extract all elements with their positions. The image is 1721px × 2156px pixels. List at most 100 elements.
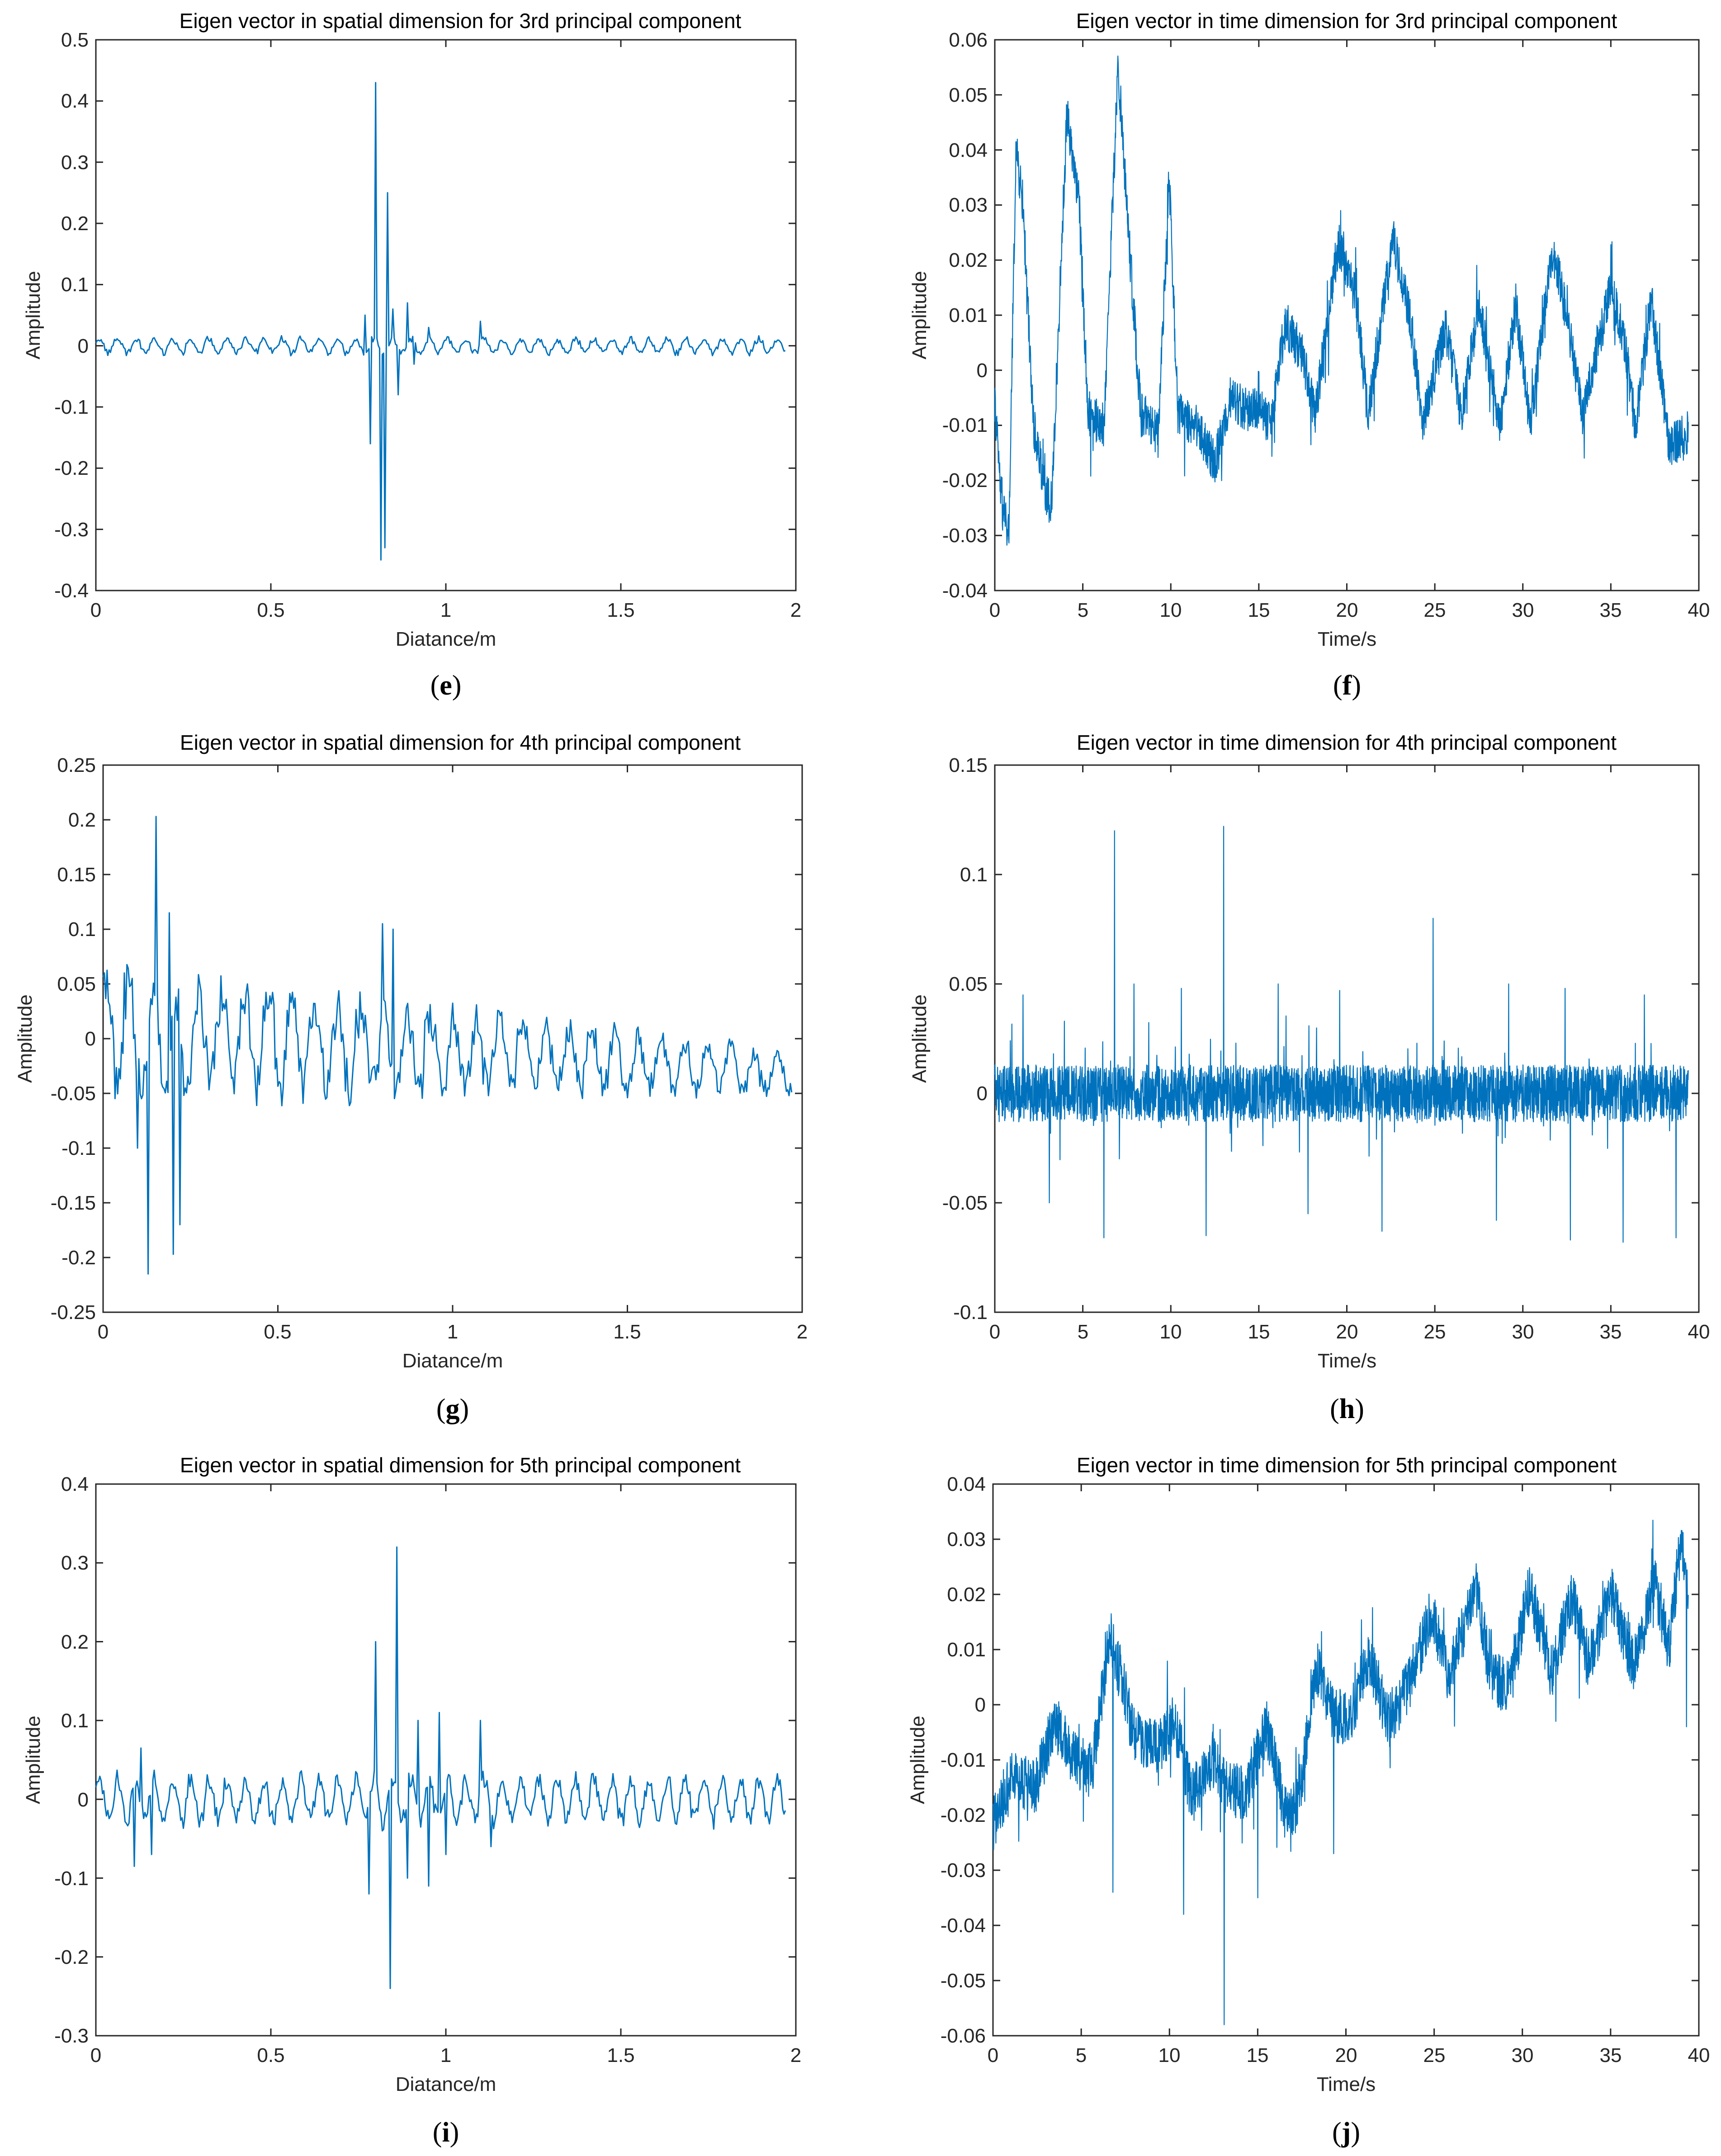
panel-g-y-tick-label: 0.2 xyxy=(68,809,96,831)
panel-i-x-tick-label: 1 xyxy=(440,2044,451,2066)
panel-f-y-tick-label: 0 xyxy=(977,359,988,382)
panel-h-x-axis-label: Time/s xyxy=(1318,1350,1376,1372)
panel-g-y-tick-label: 0.15 xyxy=(57,864,96,886)
panel-j-x-tick-label: 10 xyxy=(1158,2044,1181,2066)
panel-j-x-tick-label: 15 xyxy=(1247,2044,1269,2066)
panel-j-series-line xyxy=(992,1519,1689,2025)
panel-e-caption: (e) xyxy=(430,670,462,701)
panel-e-x-ticks: 0 0.5 1 1.5 2 xyxy=(90,599,801,621)
panel-h-y-tick-label: 0.05 xyxy=(949,973,988,995)
panel-j-caption: (j) xyxy=(1332,2117,1360,2148)
panel-e: Eigen vector in spatial dimension for 3r… xyxy=(22,9,801,701)
panel-i-x-tick-label: 1.5 xyxy=(607,2044,634,2066)
panel-j-y-tick-label: -0.02 xyxy=(941,1804,986,1826)
panel-i-x-ticks: 0 0.5 1 1.5 2 xyxy=(90,2044,801,2066)
panel-g-x-tick-label: 0 xyxy=(98,1321,109,1343)
panel-i-y-tick-label: 0.3 xyxy=(61,1552,89,1574)
panel-h-axes xyxy=(994,764,1700,1313)
panel-g-caption: (g) xyxy=(436,1394,469,1424)
panel-j-y-tick-label: 0.02 xyxy=(947,1584,986,1606)
panel-f: Eigen vector in time dimension for 3rd p… xyxy=(908,9,1710,701)
panel-e-x-axis-label: Diatance/m xyxy=(396,628,496,650)
panel-f-x-tick-label: 25 xyxy=(1424,599,1446,621)
panel-e-y-tick-label: -0.1 xyxy=(54,396,89,418)
panel-f-axes xyxy=(994,39,1700,591)
panel-j-y-tick-label: 0.03 xyxy=(947,1528,986,1551)
panel-f-x-tick-label: 0 xyxy=(989,599,1000,621)
panel-h-y-ticks: -0.1 -0.05 0 0.05 0.1 0.15 xyxy=(942,754,988,1324)
panel-g-x-tick-label: 2 xyxy=(797,1321,808,1343)
panel-g-axes xyxy=(102,764,803,1313)
panel-j-y-tick-label: 0 xyxy=(975,1694,986,1716)
panel-f-title: Eigen vector in time dimension for 3rd p… xyxy=(1076,9,1617,33)
panel-i-y-tick-label: 0.1 xyxy=(61,1710,89,1732)
panel-j-x-tick-label: 25 xyxy=(1423,2044,1446,2066)
panel-f-y-tick-label: 0.03 xyxy=(949,194,988,216)
panel-e-x-tick-label: 1 xyxy=(440,599,451,621)
panel-e-y-tick-label: 0.3 xyxy=(61,151,89,174)
panel-g-title: Eigen vector in spatial dimension for 4t… xyxy=(180,731,741,754)
panel-j-x-tick-label: 40 xyxy=(1688,2044,1710,2066)
panel-i-y-axis-label: Amplitude xyxy=(22,1716,44,1804)
panel-i: Eigen vector in spatial dimension for 5t… xyxy=(22,1453,801,2148)
panel-g-x-tick-label: 1.5 xyxy=(613,1321,641,1343)
panel-j-x-axis-label: Time/s xyxy=(1317,2073,1376,2095)
panel-e-x-tick-label: 0 xyxy=(90,599,101,621)
panel-h-x-tick-label: 5 xyxy=(1078,1321,1088,1343)
panel-f-series-line xyxy=(994,55,1689,546)
panel-g-y-tick-label: 0 xyxy=(85,1028,96,1050)
panel-f-y-tick-label: 0.05 xyxy=(949,84,988,106)
panel-e-y-tick-label: 0 xyxy=(78,335,89,357)
panel-i-y-tick-label: -0.2 xyxy=(54,1946,89,1968)
panel-i-x-tick-label: 2 xyxy=(790,2044,801,2066)
panel-h-x-tick-label: 30 xyxy=(1512,1321,1534,1343)
panel-g-y-tick-label: 0.25 xyxy=(57,754,96,776)
panel-f-x-tick-label: 30 xyxy=(1512,599,1534,621)
panel-e-y-tick-label: 0.5 xyxy=(61,29,89,51)
panel-j-y-tick-label: -0.04 xyxy=(941,1915,986,1937)
panel-f-y-tick-label: 0.02 xyxy=(949,249,988,271)
chart-marks xyxy=(95,39,1700,2037)
panel-j-title: Eigen vector in time dimension for 5th p… xyxy=(1077,1453,1617,1477)
panel-g-y-ticks: -0.25 -0.2 -0.15 -0.1 -0.05 0 0.05 0.1 0… xyxy=(51,754,96,1324)
panel-h-x-tick-label: 40 xyxy=(1688,1321,1710,1343)
panel-e-y-tick-label: -0.3 xyxy=(54,519,89,541)
panel-f-y-tick-label: -0.03 xyxy=(942,525,988,547)
panel-e-axes xyxy=(95,39,797,591)
panel-j-axes xyxy=(992,1483,1700,2037)
panel-f-x-tick-label: 10 xyxy=(1160,599,1182,621)
panel-i-y-tick-label: -0.3 xyxy=(54,2025,89,2047)
panel-h-y-tick-label: -0.05 xyxy=(942,1192,988,1214)
panel-g-series-line xyxy=(102,816,793,1275)
panel-j-x-tick-label: 5 xyxy=(1076,2044,1087,2066)
panel-g-x-axis-label: Diatance/m xyxy=(402,1350,503,1372)
panel-j-y-tick-label: -0.05 xyxy=(941,1970,986,1992)
panel-g-y-tick-label: -0.1 xyxy=(61,1137,96,1159)
panel-i-series-line xyxy=(95,1546,786,1989)
panel-h-x-tick-label: 10 xyxy=(1160,1321,1182,1343)
panel-f-y-tick-label: -0.04 xyxy=(942,580,988,602)
panel-f-x-tick-label: 15 xyxy=(1248,599,1270,621)
panel-j-x-tick-label: 30 xyxy=(1512,2044,1534,2066)
panel-e-x-tick-label: 2 xyxy=(790,599,801,621)
panel-f-x-tick-label: 20 xyxy=(1336,599,1358,621)
panel-f-y-ticks: -0.04 -0.03 -0.02 -0.01 0 0.01 0.02 0.03… xyxy=(942,29,988,602)
panel-e-y-tick-label: 0.1 xyxy=(61,274,89,296)
panel-e-x-tick-label: 1.5 xyxy=(607,599,634,621)
panel-i-title: Eigen vector in spatial dimension for 5t… xyxy=(180,1453,741,1477)
panel-h-x-tick-label: 25 xyxy=(1424,1321,1446,1343)
panel-h-series-line xyxy=(994,826,1689,1243)
panel-g-y-tick-label: 0.1 xyxy=(68,918,96,941)
panel-f-y-tick-label: 0.06 xyxy=(949,29,988,51)
panel-f-x-ticks: 0 5 10 15 20 25 30 35 40 xyxy=(989,599,1710,621)
panel-e-y-tick-label: -0.2 xyxy=(54,457,89,479)
panel-j-y-axis-label: Amplitude xyxy=(907,1716,929,1804)
panel-f-x-tick-label: 40 xyxy=(1688,599,1710,621)
panel-j-y-tick-label: -0.03 xyxy=(941,1859,986,1882)
panel-e-y-axis-label: Amplitude xyxy=(22,271,44,359)
panel-h-y-tick-label: 0 xyxy=(977,1083,988,1105)
panel-g-y-tick-label: 0.05 xyxy=(57,973,96,995)
panel-j-y-tick-label: -0.06 xyxy=(941,2025,986,2047)
panel-i-caption: (i) xyxy=(433,2117,459,2148)
panel-h-x-tick-label: 35 xyxy=(1600,1321,1622,1343)
